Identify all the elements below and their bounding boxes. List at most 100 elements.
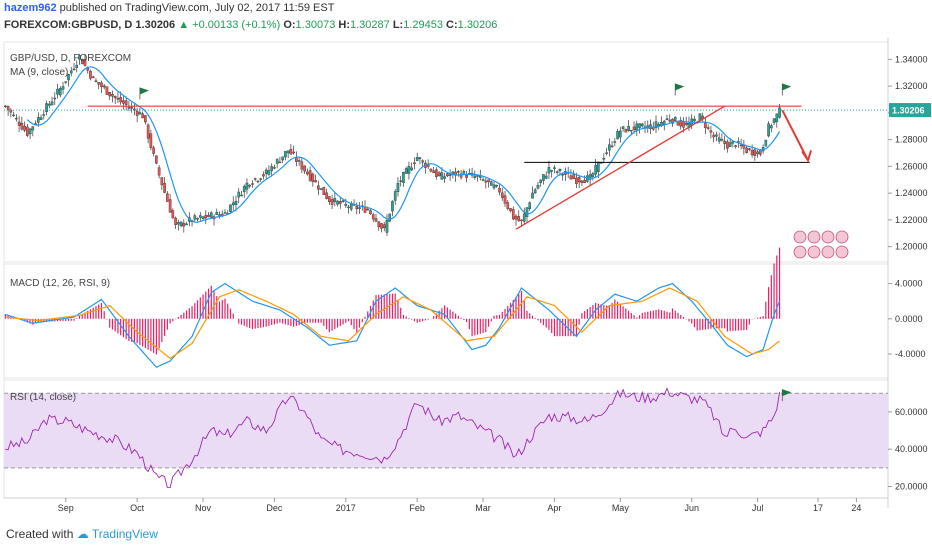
candle-body — [673, 116, 677, 121]
candle-body — [83, 59, 87, 66]
candle-body — [341, 200, 345, 203]
candle-body — [105, 86, 109, 95]
candle-body — [242, 186, 246, 193]
x-tick-label: 2017 — [336, 503, 356, 513]
event-icon — [835, 230, 849, 244]
flag-icon — [782, 83, 792, 91]
candle-body — [731, 141, 735, 144]
chart-canvas[interactable]: 1.340001.320001.300001.280001.260001.240… — [0, 38, 932, 520]
candle-body — [528, 202, 532, 209]
quote-header: FOREXCOM:GBPUSD, D 1.30206 ▲ +0.00133 (+… — [4, 19, 497, 31]
high-label: H: — [338, 19, 350, 31]
rsi-line — [5, 387, 781, 489]
candle-body — [97, 82, 101, 85]
candle-body — [569, 175, 573, 180]
candle-body — [108, 91, 111, 97]
candle-body — [410, 167, 413, 171]
candle-body — [273, 167, 276, 169]
candle-body — [748, 148, 751, 150]
price-tick-label: 1.26000 — [895, 161, 928, 171]
candle-body — [141, 113, 144, 119]
candle-body — [207, 214, 210, 218]
ma-line — [26, 66, 781, 223]
candle-body — [245, 182, 249, 190]
candle-body — [328, 196, 331, 202]
candle-body — [39, 117, 43, 120]
candle-body — [616, 131, 619, 140]
candle-body — [382, 224, 386, 229]
candle-body — [355, 205, 359, 210]
candle-body — [498, 187, 501, 193]
candle-body — [135, 110, 139, 116]
candle-body — [418, 157, 422, 160]
candle-body — [602, 158, 606, 160]
candle-body — [78, 55, 81, 60]
price-tick-label: 1.24000 — [895, 188, 928, 198]
candle-body — [308, 170, 312, 181]
tradingview-brand[interactable]: TradingView — [91, 527, 158, 541]
macd-tick-label: 0.0000 — [895, 314, 923, 324]
candle-body — [380, 223, 383, 229]
candle-body — [223, 212, 227, 214]
candle-body — [171, 210, 175, 218]
candle-body — [45, 103, 48, 113]
candle-body — [23, 125, 26, 131]
candle-body — [457, 171, 460, 173]
candle-body — [262, 174, 265, 177]
candle-body — [322, 186, 326, 195]
candle-body — [608, 144, 611, 151]
candle-body — [185, 223, 188, 226]
candle-body — [138, 112, 142, 115]
open-label: O: — [283, 19, 296, 31]
candle-body — [717, 137, 721, 142]
candle-body — [47, 103, 51, 106]
candle-body — [17, 121, 21, 126]
candle-body — [314, 180, 317, 183]
price-tick-label: 1.28000 — [895, 135, 928, 145]
x-tick-label: May — [612, 503, 630, 513]
candle-body — [209, 212, 213, 218]
candle-body — [166, 193, 169, 202]
candle-body — [767, 123, 770, 137]
candle-body — [130, 107, 133, 109]
x-tick-label: 17 — [813, 503, 823, 513]
x-tick-label: Oct — [130, 503, 145, 513]
candle-body — [303, 165, 306, 172]
candle-body — [347, 206, 350, 209]
candle-body — [80, 58, 84, 65]
candle-body — [531, 192, 534, 199]
candle-body — [547, 166, 551, 174]
candle-body — [284, 151, 287, 158]
candle-body — [638, 123, 641, 128]
close-label: C: — [446, 19, 458, 31]
candle-body — [100, 82, 103, 88]
rsi-tick-label: 60.0000 — [895, 407, 928, 417]
candle-body — [163, 183, 166, 193]
x-tick-label: Mar — [475, 503, 491, 513]
candle-body — [610, 145, 614, 148]
candle-body — [116, 97, 120, 100]
candle-body — [550, 170, 553, 172]
open-value: 1.30073 — [295, 19, 336, 31]
candle-body — [597, 161, 600, 173]
candle-body — [778, 107, 781, 118]
candle-body — [588, 174, 592, 180]
event-icon — [821, 245, 835, 259]
candle-body — [393, 191, 397, 201]
candle-body — [443, 176, 446, 179]
candle-body — [649, 124, 652, 129]
candle-body — [764, 139, 768, 147]
candle-body — [182, 222, 186, 227]
candle-body — [448, 174, 452, 177]
candle-body — [259, 178, 262, 180]
candle-body — [671, 118, 674, 124]
candle-body — [627, 126, 630, 131]
signal-line — [5, 287, 780, 360]
candle-body — [632, 126, 636, 131]
symbol-label[interactable]: FOREXCOM:GBPUSD, D — [4, 19, 133, 31]
trendline — [515, 105, 725, 230]
author-link[interactable]: hazem962 — [4, 2, 57, 14]
candle-body — [391, 201, 394, 212]
candle-body — [198, 215, 202, 218]
candle-body — [759, 150, 762, 155]
